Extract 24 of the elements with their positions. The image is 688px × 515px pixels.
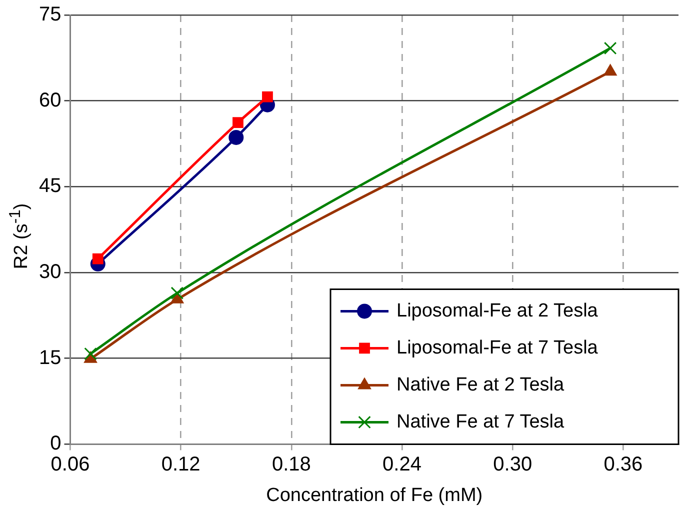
y-tick-label: 15 [38, 346, 62, 369]
y-tick-label: 0 [50, 432, 62, 455]
x-tick-label: 0.12 [161, 454, 200, 476]
y-tick-label: 75 [38, 4, 62, 26]
x-tick-label: 0.06 [50, 454, 90, 476]
legend-label: Liposomal-Fe at 2 Tesla [396, 300, 598, 322]
x-axis-title: Concentration of Fe (mM) [266, 484, 483, 506]
legend-label: Native Fe at 2 Tesla [396, 374, 564, 396]
legend-label: Liposomal-Fe at 7 Tesla [396, 337, 598, 358]
y-tick-label: 30 [38, 261, 62, 284]
point [232, 117, 244, 128]
point [262, 91, 273, 102]
legend-label: Native Fe at 7 Tesla [396, 411, 564, 432]
point [228, 130, 244, 145]
point [170, 286, 184, 300]
x-tick-label: 0.18 [272, 454, 311, 476]
x-tick-label: 0.30 [493, 454, 532, 476]
y-tick-label: 60 [38, 89, 62, 112]
point [92, 253, 104, 264]
x-tick-label: 0.36 [604, 454, 643, 476]
point [84, 347, 97, 360]
y-tick-label: 45 [38, 175, 62, 198]
x-tick-label: 0.24 [382, 454, 422, 476]
point [604, 42, 617, 55]
